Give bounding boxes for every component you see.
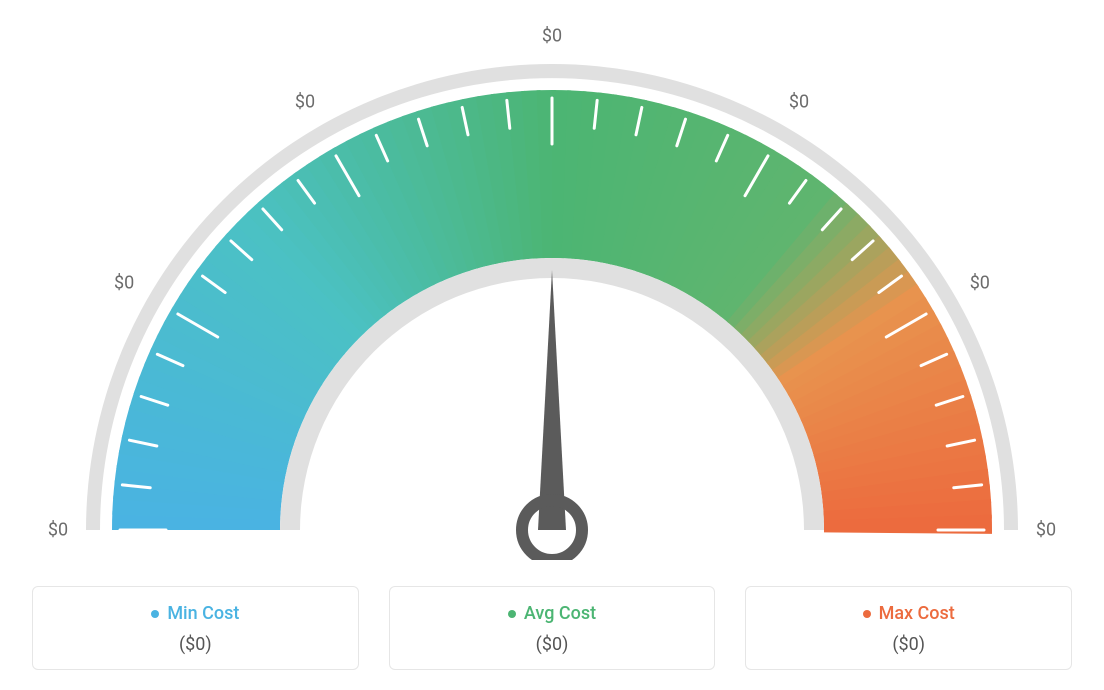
legend-row: Min Cost ($0) Avg Cost ($0) Max Cost ($0… — [32, 586, 1072, 671]
dot-icon — [508, 610, 516, 618]
dot-icon — [151, 610, 159, 618]
gauge-svg — [32, 0, 1072, 560]
scale-label: $0 — [789, 92, 809, 113]
scale-label: $0 — [114, 273, 134, 294]
legend-label-max: Max Cost — [879, 603, 955, 624]
legend-label-avg: Avg Cost — [524, 603, 596, 624]
scale-label: $0 — [1036, 520, 1056, 541]
scale-label: $0 — [295, 92, 315, 113]
legend-card-avg: Avg Cost ($0) — [389, 586, 716, 671]
legend-card-max: Max Cost ($0) — [745, 586, 1072, 671]
legend-label-min: Min Cost — [167, 603, 239, 624]
legend-card-min: Min Cost ($0) — [32, 586, 359, 671]
dot-icon — [863, 610, 871, 618]
legend-value-min: ($0) — [43, 634, 348, 655]
legend-title-avg: Avg Cost — [508, 603, 596, 624]
gauge-chart: $0 $0 $0 $0 $0 $0 $0 — [32, 0, 1072, 560]
legend-value-avg: ($0) — [400, 634, 705, 655]
legend-title-max: Max Cost — [863, 603, 955, 624]
scale-label: $0 — [970, 273, 990, 294]
scale-label: $0 — [48, 520, 68, 541]
legend-value-max: ($0) — [756, 634, 1061, 655]
scale-label: $0 — [542, 26, 562, 47]
legend-title-min: Min Cost — [151, 603, 239, 624]
